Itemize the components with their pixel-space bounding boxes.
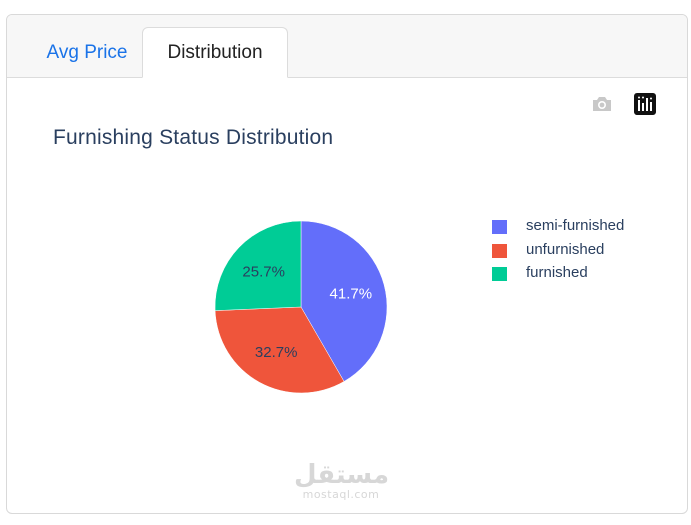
chart-card: Avg Price Distribution <box>6 14 688 514</box>
plotly-logo-icon[interactable] <box>634 93 656 115</box>
pie-slice-furnished[interactable] <box>214 220 302 311</box>
legend-label: semi-furnished <box>526 217 625 234</box>
legend-swatch <box>492 220 507 234</box>
pie-slice-label: 32.7% <box>255 344 298 361</box>
tab-avg-price[interactable]: Avg Price <box>46 42 128 63</box>
legend-label: furnished <box>526 264 588 281</box>
watermark: مستقل mostaql.com <box>294 460 390 501</box>
watermark-latin: mostaql.com <box>302 488 380 501</box>
tab-bar: Avg Price Distribution <box>7 15 687 78</box>
tab-distribution[interactable]: Distribution <box>142 27 288 78</box>
pie-slice-label: 25.7% <box>242 263 285 280</box>
legend-swatch <box>492 267 507 281</box>
watermark-arabic: مستقل <box>294 460 390 490</box>
pie-slice-unfurnished[interactable] <box>214 306 345 394</box>
pie-slice-label: 41.7% <box>330 286 373 303</box>
chart-title: Furnishing Status Distribution <box>53 126 334 149</box>
camera-icon[interactable] <box>591 93 613 115</box>
legend-label: unfurnished <box>526 240 605 258</box>
pie-slice-semi-furnished[interactable] <box>300 220 388 382</box>
legend-swatch <box>492 243 507 258</box>
